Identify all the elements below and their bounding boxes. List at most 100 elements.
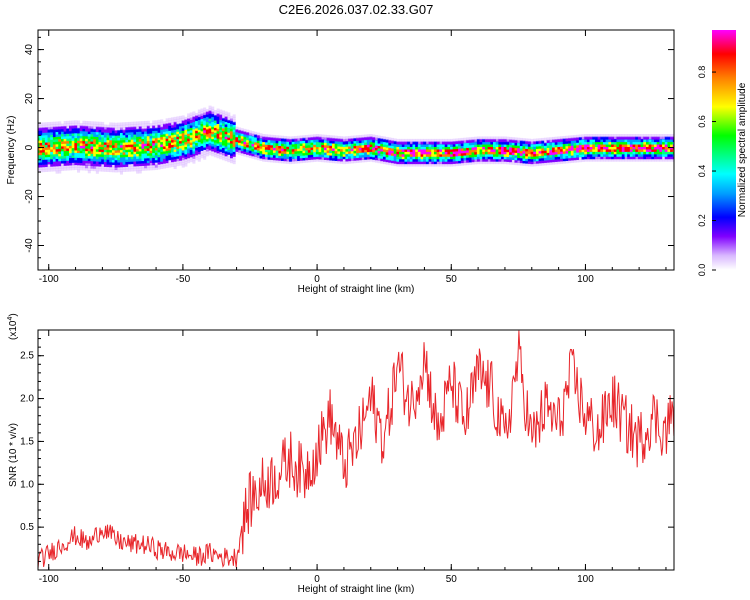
spectrogram-cell: [431, 143, 435, 148]
spectrogram-cell: [442, 156, 446, 160]
spectrogram-cell: [205, 118, 209, 123]
spectrogram-cell: [154, 166, 158, 171]
spectrogram-cell: [439, 153, 443, 157]
spectrogram-cell: [460, 150, 464, 154]
spectrogram-cell: [203, 107, 207, 111]
spectrogram-cell: [119, 137, 123, 141]
spectrogram-cell: [506, 161, 510, 165]
spectrogram-cell: [487, 146, 491, 150]
spectrogram-cell: [377, 142, 381, 147]
spectrogram-cell: [224, 128, 228, 132]
spectrogram-cell: [149, 132, 153, 137]
spectrogram-cell: [393, 160, 397, 164]
spectrogram-cell: [259, 147, 263, 152]
spectrogram-cell: [60, 148, 64, 152]
y-tick-label: 2.0: [20, 394, 34, 405]
spectrogram-cell: [267, 149, 271, 153]
spectrogram-cell: [447, 146, 451, 150]
spectrogram-cell: [573, 154, 577, 158]
spectrogram-cell: [270, 149, 274, 153]
spectrogram-cell: [490, 153, 494, 157]
spectrogram-cell: [442, 160, 446, 165]
spectrogram-cell: [648, 158, 652, 162]
spectrogram-cell: [213, 151, 217, 155]
spectrogram-cell: [471, 158, 475, 163]
spectrogram-cell: [385, 136, 389, 141]
spectrogram-cell: [498, 146, 502, 150]
spectrogram-cell: [482, 156, 486, 160]
spectrogram-cell: [377, 145, 381, 149]
spectrogram-cell: [157, 124, 161, 128]
spectrogram-cell: [484, 151, 488, 155]
spectrogram-cell: [533, 148, 537, 152]
spectrogram-cell: [463, 149, 467, 154]
spectrogram-cell: [95, 168, 99, 172]
spectrogram-cell: [270, 154, 274, 158]
spectrogram-cell: [315, 143, 319, 148]
spectrogram-cell: [570, 159, 574, 163]
spectrogram-cell: [42, 149, 46, 153]
spectrogram-cell: [342, 148, 346, 152]
colorbar: 0.00.20.40.60.8 Normalized spectral ampl…: [697, 30, 748, 276]
spectrogram-cell: [230, 145, 234, 149]
spectrogram-cell: [47, 126, 51, 131]
spectrogram-cell: [297, 147, 301, 152]
spectrogram-cell: [44, 146, 48, 150]
spectrogram-cell: [369, 153, 373, 157]
spectrogram-cell: [60, 133, 64, 137]
spectrogram-cell: [184, 126, 188, 130]
spectrogram-cell: [450, 153, 454, 157]
spectrogram-cell: [230, 128, 234, 132]
spectrogram-cell: [77, 162, 81, 166]
y-tick-label: 40: [24, 44, 35, 56]
spectrogram-cell: [439, 148, 443, 152]
spectrogram-cell: [42, 129, 46, 133]
spectrogram-cell: [535, 140, 539, 145]
spectrogram-cell: [179, 162, 183, 166]
spectrogram-cell: [246, 144, 250, 148]
spectrogram-cell: [350, 160, 354, 164]
spectrogram-cell: [281, 147, 285, 152]
spectrogram-cell: [221, 115, 225, 119]
spectrogram-cell: [184, 136, 188, 140]
spectrogram-cell: [248, 137, 252, 141]
spectrogram-cell: [417, 138, 421, 143]
spectrogram-cell: [431, 151, 435, 155]
spectrogram-cell: [63, 130, 67, 134]
spectrogram-cell: [664, 151, 668, 155]
spectrogram-cell: [74, 152, 78, 156]
spectrogram-cell: [197, 119, 201, 123]
spectrogram-cell: [181, 152, 185, 156]
spectrogram-cell: [517, 142, 521, 146]
spectrogram-cell: [498, 138, 502, 143]
spectrogram-cell: [82, 159, 86, 164]
spectrogram-cell: [50, 121, 54, 126]
spectrogram-cell: [299, 140, 303, 144]
spectrogram-cell: [39, 127, 43, 131]
spectrogram-cell: [109, 139, 113, 143]
spectrogram-cell: [560, 138, 564, 142]
spectrogram-cell: [616, 141, 620, 145]
spectrogram-cell: [240, 137, 244, 142]
spectrogram-cell: [568, 155, 572, 159]
spectrogram-cell: [74, 132, 78, 136]
spectrogram-cell: [412, 143, 416, 148]
spectrogram-cell: [471, 156, 475, 160]
spectrogram-cell: [662, 158, 666, 162]
spectrogram-cell: [654, 138, 658, 143]
spectrogram-cell: [63, 165, 67, 169]
spectrogram-cell: [165, 145, 169, 149]
spectrogram-cell: [289, 148, 293, 152]
spectrogram-cell: [205, 150, 209, 154]
spectrogram-cell: [128, 129, 132, 133]
spectrogram-cell: [259, 140, 263, 144]
spectrogram-cell: [141, 155, 145, 159]
spectrogram-cell: [289, 151, 293, 155]
spectrogram-cell: [203, 156, 207, 160]
spectrogram-cell: [493, 160, 497, 165]
spectrogram-cell: [637, 143, 641, 148]
spectrogram-cell: [38, 142, 40, 146]
spectrogram-cell: [106, 132, 110, 136]
spectrogram-cell: [549, 146, 553, 151]
spectrogram-cell: [401, 141, 405, 145]
